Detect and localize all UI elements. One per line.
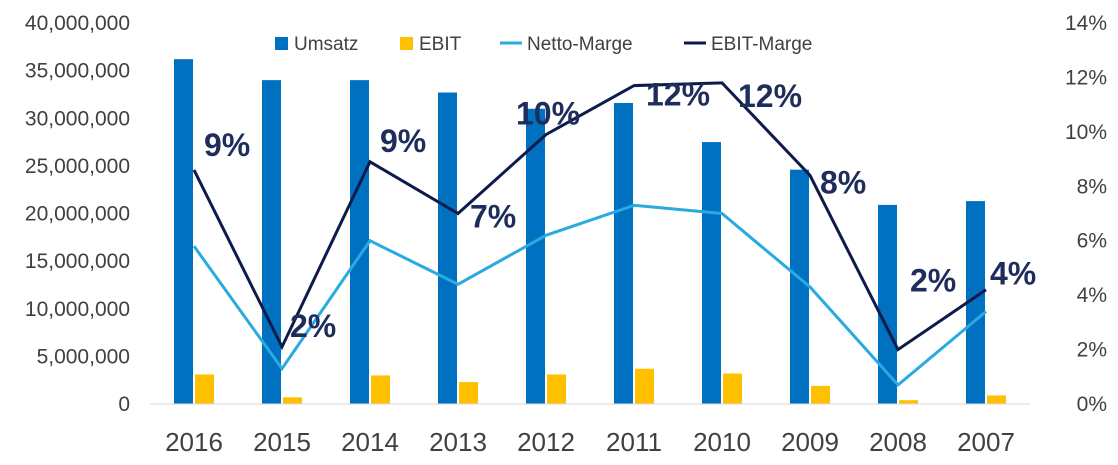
right-tick-label: 8% <box>1077 175 1107 198</box>
ebit-bar <box>283 397 302 404</box>
legend-swatch <box>275 37 288 50</box>
ebit-marge-data-label: 9% <box>380 123 426 159</box>
ebit-marge-data-label: 2% <box>910 263 956 299</box>
left-tick-label: 15,000,000 <box>25 250 130 273</box>
x-tick-label: 2016 <box>165 427 223 457</box>
left-tick-label: 0 <box>118 393 130 416</box>
right-tick-label: 6% <box>1077 230 1107 253</box>
ebit-marge-data-label: 7% <box>470 199 516 235</box>
x-tick-label: 2014 <box>341 427 399 457</box>
ebit-bar <box>459 382 478 404</box>
ebit-marge-data-label: 9% <box>204 127 250 163</box>
legend-label: EBIT <box>419 34 462 55</box>
ebit-marge-line <box>192 81 987 352</box>
x-tick-label: 2009 <box>781 427 839 457</box>
ebit-bar <box>635 368 654 404</box>
left-tick-label: 10,000,000 <box>25 298 130 321</box>
left-tick-label: 25,000,000 <box>25 155 130 178</box>
right-tick-label: 12% <box>1065 66 1107 89</box>
ebit-marge-data-label: 12% <box>738 78 802 114</box>
ebit-marge-data-label: 12% <box>646 77 710 113</box>
x-tick-label: 2011 <box>606 427 662 457</box>
ebit-bar <box>899 400 918 404</box>
netto-marge-line <box>192 203 987 388</box>
left-tick-label: 40,000,000 <box>25 12 130 35</box>
umsatz-bar <box>878 204 897 404</box>
umsatz-bar <box>702 142 721 404</box>
lines <box>192 81 987 388</box>
umsatz-bar <box>790 169 809 404</box>
right-tick-label: 10% <box>1065 121 1107 144</box>
ebit-marge-data-label: 2% <box>290 308 336 344</box>
bars <box>174 59 1006 405</box>
left-tick-label: 35,000,000 <box>25 60 130 83</box>
umsatz-bar <box>174 59 193 404</box>
x-tick-label: 2012 <box>517 427 575 457</box>
x-tick-label: 2015 <box>253 427 311 457</box>
legend-label: EBIT-Marge <box>711 34 812 55</box>
umsatz-bar <box>350 80 369 405</box>
umsatz-bar <box>262 80 281 405</box>
ebit-bar <box>811 385 830 404</box>
x-tick-label: 2013 <box>429 427 487 457</box>
right-tick-label: 2% <box>1077 339 1107 362</box>
umsatz-bar <box>526 108 545 404</box>
right-tick-label: 0% <box>1077 393 1107 416</box>
umsatz-bar <box>614 103 633 404</box>
legend-label: Netto-Marge <box>527 34 633 55</box>
left-tick-label: 5,000,000 <box>37 345 130 368</box>
ebit-bar <box>723 373 742 404</box>
ebit-marge-data-label: 8% <box>820 164 866 200</box>
ebit-marge-data-label: 10% <box>516 96 580 132</box>
left-tick-label: 20,000,000 <box>25 203 130 226</box>
right-tick-label: 4% <box>1077 284 1107 307</box>
legend: Umsatz EBIT Netto-Marge EBIT-Marge <box>275 34 812 55</box>
legend-swatch <box>400 37 413 50</box>
legend-label: Umsatz <box>294 34 358 55</box>
ebit-bar <box>547 374 566 404</box>
x-tick-label: 2008 <box>869 427 927 457</box>
right-axis: 0% 2% 4% 6% 8% 10% 12% 14% <box>1065 12 1107 416</box>
left-tick-label: 30,000,000 <box>25 107 130 130</box>
x-axis: 2016 2015 2014 2013 2012 2011 2010 2009 2008 2007 <box>150 403 1030 457</box>
ebit-bar <box>195 374 214 404</box>
ebit-bar <box>371 375 390 404</box>
x-tick-label: 2007 <box>957 427 1015 457</box>
right-tick-label: 14% <box>1065 12 1107 35</box>
ebit-bar <box>987 395 1006 404</box>
umsatz-bar <box>438 92 457 404</box>
ebit-marge-data-label: 4% <box>990 256 1036 292</box>
data-labels: 9% 2% 9% 7% 10% 12% 12% 8% 2% 4% <box>204 77 1036 344</box>
x-tick-label: 2010 <box>693 427 751 457</box>
umsatz-bar <box>966 201 985 404</box>
left-axis: 0 5,000,000 10,000,000 15,000,000 20,000,000… <box>25 12 130 416</box>
